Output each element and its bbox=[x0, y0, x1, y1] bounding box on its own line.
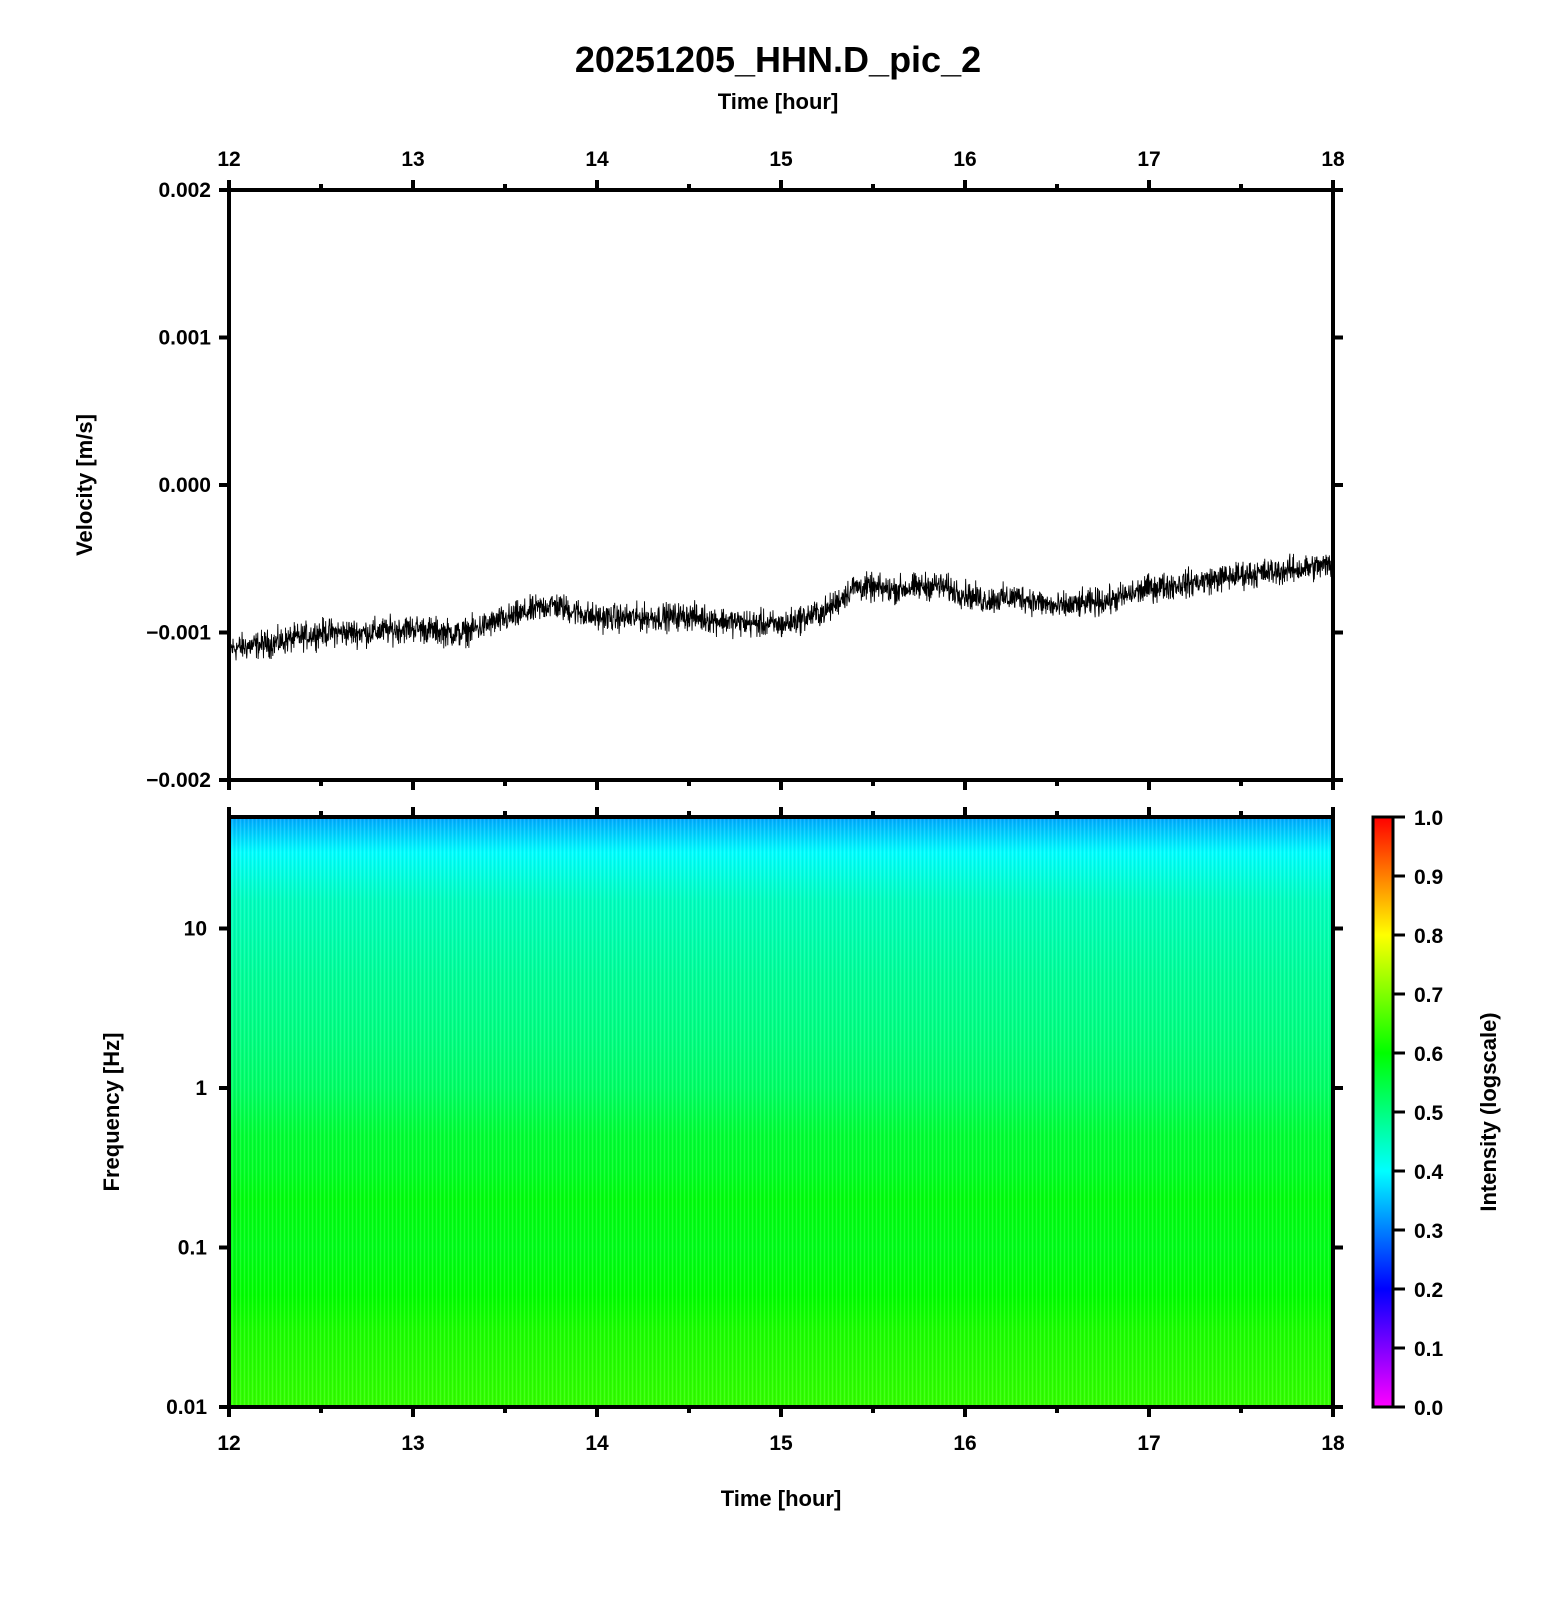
top-x-tick-label: 18 bbox=[1321, 148, 1345, 171]
spectrogram-y-axis-label: Frequency [Hz] bbox=[99, 1033, 124, 1192]
spectrogram-frame bbox=[227, 815, 1335, 1409]
bottom-x-tick-label: 16 bbox=[953, 1432, 976, 1455]
waveform-series-line bbox=[228, 553, 1334, 661]
colorbar-tick-label: 0.6 bbox=[1414, 1043, 1443, 1066]
spectrogram-y-tick-label: 0.1 bbox=[178, 1236, 208, 1259]
colorbar-gradient bbox=[1371, 815, 1395, 1409]
figure-title: 20251205_HHN.D_pic_2 bbox=[575, 39, 981, 80]
bottom-x-tick-label: 15 bbox=[769, 1432, 793, 1455]
bottom-x-axis-label: Time [hour] bbox=[721, 1486, 842, 1511]
top-x-tick-label: 17 bbox=[1137, 148, 1160, 171]
colorbar: 1.0 0.9 0.8 0.7 0.6 0.5 0.4 0.3 0.2 0.1 0.0 Intens… bbox=[1371, 807, 1501, 1420]
top-x-axis-label: Time [hour] bbox=[718, 89, 839, 114]
bottom-x-tick-label: 13 bbox=[401, 1432, 424, 1455]
bottom-x-tick-label: 14 bbox=[585, 1432, 609, 1455]
waveform-y-tick-label: −0.001 bbox=[146, 622, 211, 645]
colorbar-tick-label: 0.7 bbox=[1414, 984, 1443, 1007]
waveform-y-tick-label: 0.001 bbox=[158, 327, 211, 350]
waveform-ticks bbox=[219, 180, 1343, 790]
top-x-tick-label: 14 bbox=[585, 148, 609, 171]
colorbar-label: Intensity (logscale) bbox=[1476, 1012, 1501, 1211]
spectrogram-panel: 10 1 0.1 0.01 12 13 14 15 16 17 18 Frequency [Hz]… bbox=[99, 807, 1345, 1511]
colorbar-tick-label: 0.2 bbox=[1414, 1279, 1443, 1302]
colorbar-tick-label: 0.1 bbox=[1414, 1338, 1444, 1361]
colorbar-tick-label: 0.5 bbox=[1414, 1102, 1444, 1125]
colorbar-tick-label: 0.8 bbox=[1414, 925, 1444, 948]
top-x-tick-label: 13 bbox=[401, 148, 424, 171]
top-x-tick-label: 16 bbox=[953, 148, 976, 171]
waveform-y-axis-label: Velocity [m/s] bbox=[72, 414, 97, 556]
colorbar-tick-label: 0.9 bbox=[1414, 866, 1443, 889]
waveform-y-tick-label: 0.002 bbox=[158, 179, 211, 202]
waveform-frame bbox=[227, 188, 1335, 782]
spectrogram-y-tick-label: 1 bbox=[195, 1077, 207, 1100]
spectrogram-y-tick-label: 0.01 bbox=[166, 1396, 207, 1419]
waveform-y-tick-label: −0.002 bbox=[146, 769, 211, 792]
bottom-x-tick-labels: 12 13 14 15 16 17 18 bbox=[217, 1432, 1345, 1455]
bottom-x-tick-label: 17 bbox=[1137, 1432, 1160, 1455]
colorbar-tick-label: 0.4 bbox=[1414, 1161, 1444, 1184]
colorbar-tick-label: 0.3 bbox=[1414, 1220, 1443, 1243]
top-x-tick-label: 12 bbox=[217, 148, 240, 171]
waveform-y-tick-label: 0.000 bbox=[158, 474, 211, 497]
waveform-y-tick-labels: 0.002 0.001 0.000 −0.001 −0.002 bbox=[146, 179, 211, 792]
colorbar-tick-label: 1.0 bbox=[1414, 807, 1443, 830]
colorbar-ticks: 1.0 0.9 0.8 0.7 0.6 0.5 0.4 0.3 0.2 0.1 0.0 bbox=[1393, 807, 1444, 1420]
top-x-tick-label: 15 bbox=[769, 148, 793, 171]
spectrogram-y-tick-labels: 10 1 0.1 0.01 bbox=[166, 917, 207, 1419]
colorbar-tick-label: 0.0 bbox=[1414, 1397, 1443, 1420]
spectrogram-texture bbox=[229, 817, 1333, 1407]
waveform-panel: 12 13 14 15 16 17 18 0.002 0.001 0.000 −0.001 −0.0… bbox=[72, 148, 1345, 792]
bottom-x-tick-label: 12 bbox=[217, 1432, 240, 1455]
top-x-tick-labels: 12 13 14 15 16 17 18 bbox=[217, 148, 1345, 171]
bottom-x-tick-label: 18 bbox=[1321, 1432, 1345, 1455]
spectrogram-y-tick-label: 10 bbox=[184, 917, 207, 940]
